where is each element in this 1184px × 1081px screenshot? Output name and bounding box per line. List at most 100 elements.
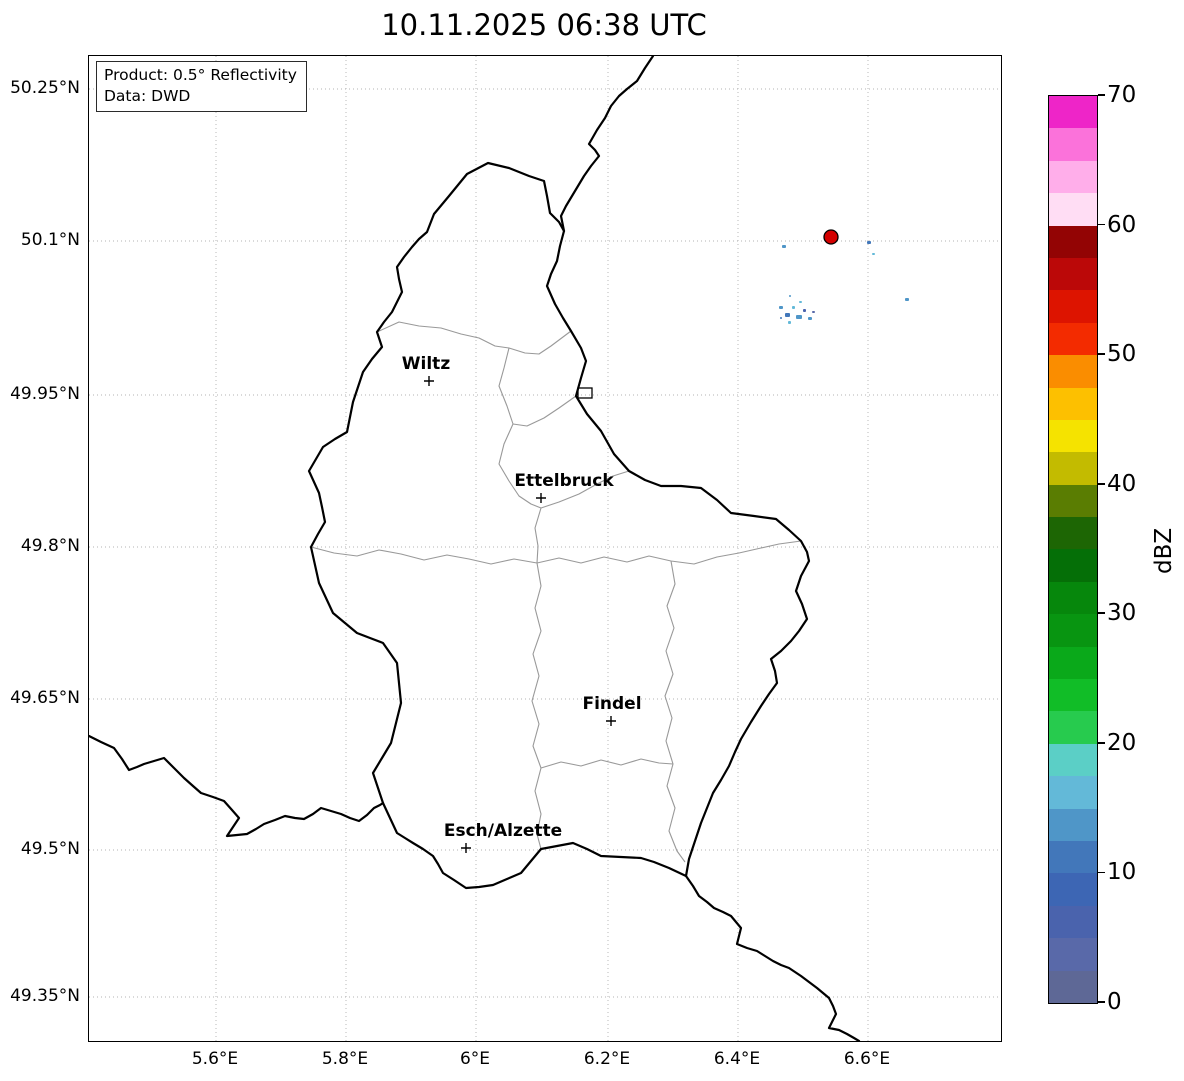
radar-echo-pixel [812,311,815,313]
colorbar-unit-label: dBZ [1151,527,1177,574]
colorbar-color-block [1049,419,1097,453]
country-borders [89,56,861,1041]
colorbar-tick-mark [1098,871,1105,874]
city-markers: Wiltz Ettelbruck Findel Esch/Alzette [402,354,642,853]
colorbar-color-block [1049,711,1097,744]
radar-echo-pixel [779,306,783,309]
canton-border-line [376,321,572,355]
colorbar-color-block [1049,581,1097,615]
radar-echo-pixel [796,315,802,319]
colorbar-color-block [1049,970,1097,1003]
colorbar-color-block [1049,387,1097,420]
colorbar-color-block [1049,193,1097,226]
border-luxembourg [307,161,811,890]
radar-echo-pixel [872,253,875,255]
map-plot: Wiltz Ettelbruck Findel Esch/Alzette Produc… [88,55,1002,1042]
city-marker [606,716,616,726]
city-marker [424,376,434,386]
colorbar-tick-label: 40 [1107,470,1137,497]
colorbar-tick-label: 50 [1107,341,1137,368]
y-tick-label: 49.65°N [10,688,80,708]
canton-borders [310,321,802,863]
colorbar-color-block [1049,646,1097,680]
radar-site-dot [823,229,839,245]
canton-border-line [531,562,542,850]
colorbar-color-block [1049,160,1097,194]
y-tick-label: 50.1°N [20,230,80,250]
colorbar-tick-mark [1098,1001,1105,1003]
colorbar-color-block [1049,322,1097,356]
colorbar-tick-mark [1098,223,1105,226]
city-label: Findel [582,694,641,714]
radar-echo-pixel [808,317,812,320]
y-tick-label: 49.35°N [10,986,80,1006]
info-data-line: Data: DWD [104,86,191,105]
radar-echo-pixel [782,245,786,248]
colorbar-color-block [1049,873,1097,906]
radar-echo-pixel [789,295,791,297]
city-label: Ettelbruck [514,471,614,491]
colorbar-color-block [1049,96,1097,129]
city-marker [536,493,546,503]
colorbar-tick-mark [1098,742,1105,744]
colorbar-color-block [1049,484,1097,518]
x-tick-label: 6.2°E [583,1049,631,1069]
canton-border-line [512,395,577,427]
y-tick-label: 49.8°N [20,536,80,556]
radar-echo-pixel [785,313,790,317]
colorbar-color-block [1049,679,1097,712]
info-product-line: Product: 0.5° Reflectivity [104,66,297,84]
page-title: 10.11.2025 06:38 UTC [381,8,707,42]
x-tick-label: 6°E [459,1049,491,1069]
colorbar-color-block [1049,840,1097,874]
canton-border-line [310,540,802,565]
border-france-belgium [89,734,385,838]
city-marker [461,843,471,853]
x-tick-label: 5.8°E [321,1049,369,1069]
colorbar [1048,95,1098,1004]
colorbar-color-block [1049,549,1097,582]
colorbar-tick-label: 10 [1107,859,1137,886]
radar-site [823,229,839,245]
colorbar-color-block [1049,452,1097,485]
colorbar-tick-label: 20 [1107,729,1137,756]
info-box: Product: 0.5° Reflectivity Data: DWD [96,61,307,112]
colorbar-color-block [1049,808,1097,841]
colorbar-tick-label: 70 [1107,82,1137,108]
radar-echoes [779,241,909,324]
colorbar-color-block [1049,517,1097,550]
colorbar-color-block [1049,128,1097,161]
radar-echo-pixel [792,306,795,309]
border-belgium-germany [559,56,655,233]
radar-echo-pixel [788,321,791,324]
x-tick-label: 6.4°E [713,1049,761,1069]
colorbar-tick-label: 60 [1107,211,1137,238]
y-tick-label: 50.25°N [10,78,80,98]
x-tick-label: 5.6°E [191,1049,239,1069]
colorbar-color-block [1049,905,1097,939]
gridlines [89,56,1001,1041]
canton-border-line [534,507,542,564]
y-tick-label: 49.95°N [10,384,80,404]
radar-echo-pixel [867,241,871,244]
colorbar-tick-mark [1098,353,1105,355]
colorbar-tick-mark [1098,612,1105,615]
canton-border-line [498,347,630,509]
radar-echo-pixel [780,317,782,319]
border-detail-box [577,387,593,399]
city-label: Esch/Alzette [444,821,562,841]
border-france-germany [684,874,861,1041]
radar-echo-pixel [905,298,909,301]
colorbar-color-block [1049,614,1097,647]
colorbar-tick-label: 30 [1107,600,1137,627]
colorbar-tick-mark [1098,482,1105,485]
colorbar-color-block [1049,290,1097,323]
radar-echo-pixel [799,301,802,303]
y-tick-label: 49.5°N [20,839,80,859]
colorbar-tick-label: 0 [1107,989,1122,1015]
colorbar-color-block [1049,225,1097,258]
colorbar-blocks [1049,96,1097,1003]
map-svg: Wiltz Ettelbruck Findel Esch/Alzette [89,56,1001,1041]
canton-border-line [664,560,686,863]
